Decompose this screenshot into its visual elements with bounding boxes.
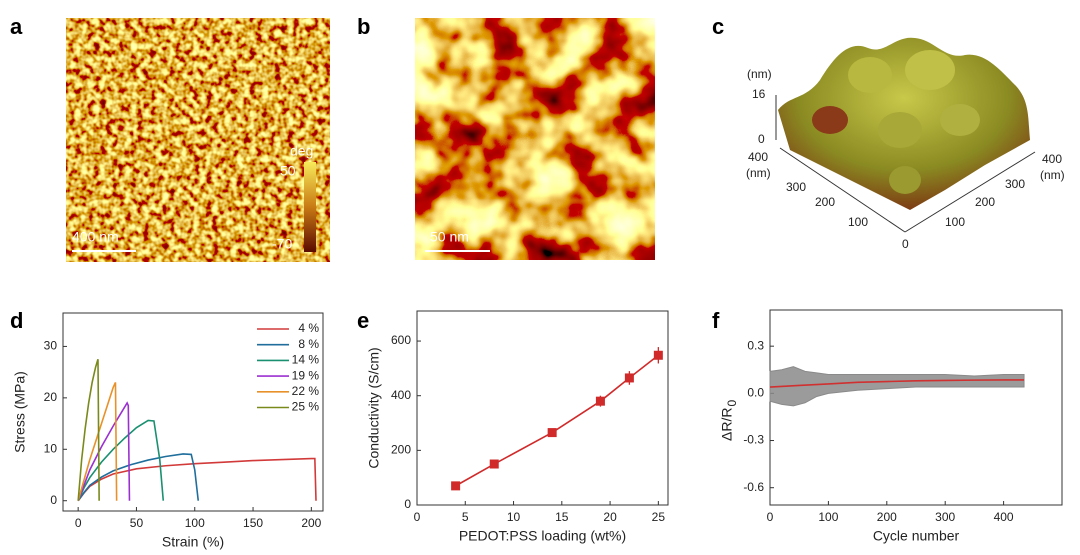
x-tick-label: 0 <box>75 516 82 530</box>
y-tick-label: 0 <box>902 237 909 251</box>
y-axis-label-subscript: 0 <box>725 400 739 407</box>
scale-bar-label: 50 nm <box>430 229 469 245</box>
x-unit: (nm) <box>1040 168 1065 182</box>
marker <box>489 459 499 469</box>
x-axis-label: PEDOT:PSS loading (wt%) <box>459 528 626 544</box>
legend-label: 8 % <box>298 337 319 351</box>
y-tick-label: -0.6 <box>743 480 764 494</box>
y-axis-label: ΔR/R <box>719 408 735 441</box>
series-line <box>77 382 118 501</box>
series-line <box>455 354 659 487</box>
x-tick-label: 400 <box>994 510 1014 524</box>
series-line <box>77 457 317 502</box>
z-tick-label: 0 <box>758 132 765 146</box>
x-tick-label: 200 <box>877 510 897 524</box>
afm-3d-surface <box>775 37 1036 233</box>
y-tick-label: 30 <box>44 339 58 353</box>
y-tick-label: 200 <box>815 195 835 209</box>
series-line <box>77 453 200 502</box>
x-tick-label: 0 <box>767 510 774 524</box>
y-axis-label: Conductivity (S/cm) <box>366 347 382 468</box>
x-tick-label: 20 <box>603 510 617 524</box>
panel-letter: e <box>357 308 369 333</box>
x-tick-label: 150 <box>243 516 263 530</box>
legend-label: 14 % <box>292 353 320 367</box>
panel-letter: c <box>712 14 724 39</box>
x-tick-label: 15 <box>555 510 569 524</box>
y-tick-label: 200 <box>391 443 411 457</box>
y-tick-label: 10 <box>44 441 58 455</box>
y-tick-label: 0 <box>404 497 411 511</box>
afm-phase-image <box>415 18 655 260</box>
scale-bar-label: 400 nm <box>72 229 119 245</box>
x-tick-label: 400 <box>1042 152 1062 166</box>
x-tick-label: 10 <box>507 510 521 524</box>
y-tick-label: 400 <box>748 150 768 164</box>
y-tick-label: 600 <box>391 333 411 347</box>
x-tick-label: 100 <box>945 215 965 229</box>
panel-letter: a <box>10 14 23 39</box>
y-unit: (nm) <box>746 166 771 180</box>
afm-phase-image <box>66 18 330 262</box>
colorbar-min: -70 <box>272 236 292 252</box>
marker <box>547 428 557 438</box>
legend-label: 22 % <box>292 384 320 398</box>
x-tick-label: 0 <box>414 510 421 524</box>
panel-letter: d <box>10 308 23 333</box>
series-line <box>77 401 131 501</box>
plot-frame <box>62 312 324 512</box>
x-tick-label: 300 <box>1005 177 1025 191</box>
y-tick-label: 300 <box>786 180 806 194</box>
y-axis-label-group: ΔR/R0 <box>719 400 739 441</box>
x-axis-label: Cycle number <box>873 528 960 544</box>
colorbar-unit: deg <box>290 143 313 159</box>
marker <box>595 396 605 406</box>
panel-letter: f <box>712 308 720 333</box>
legend-label: 25 % <box>292 400 320 414</box>
series-line <box>769 379 1025 388</box>
x-tick-label: 100 <box>818 510 838 524</box>
marker <box>624 373 634 383</box>
series-line <box>77 419 165 502</box>
x-tick-label: 200 <box>301 516 321 530</box>
y-tick-label: 400 <box>391 388 411 402</box>
legend-label: 4 % <box>298 321 319 335</box>
z-unit: (nm) <box>747 67 772 81</box>
marker <box>451 481 461 491</box>
x-tick-label: 25 <box>652 510 666 524</box>
y-axis-label-group: Conductivity (S/cm) <box>366 347 382 468</box>
x-tick-label: 50 <box>130 516 144 530</box>
x-axis-label: Strain (%) <box>162 534 224 550</box>
colorbar <box>304 162 316 252</box>
y-tick-label: 100 <box>848 215 868 229</box>
y-axis-label: Stress (MPa) <box>12 371 28 453</box>
x-tick-label: 300 <box>935 510 955 524</box>
legend-label: 19 % <box>292 368 320 382</box>
noise-band <box>769 366 1025 407</box>
colorbar-max: 50 <box>280 163 296 179</box>
plot-frame <box>416 310 669 506</box>
y-tick-label: 0 <box>50 493 57 507</box>
z-tick-label: 16 <box>752 87 766 101</box>
y-tick-label: 20 <box>44 390 58 404</box>
y-tick-label: 0.3 <box>747 338 764 352</box>
marker <box>653 350 663 360</box>
series-line <box>77 359 100 501</box>
x-tick-label: 5 <box>462 510 469 524</box>
y-tick-label: 0.0 <box>747 386 764 400</box>
y-axis-label-group: Stress (MPa) <box>12 371 28 453</box>
x-tick-label: 100 <box>185 516 205 530</box>
y-tick-label: -0.3 <box>743 433 764 447</box>
x-tick-label: 200 <box>975 195 995 209</box>
panel-letter: b <box>357 14 370 39</box>
plot-frame <box>769 309 1063 506</box>
